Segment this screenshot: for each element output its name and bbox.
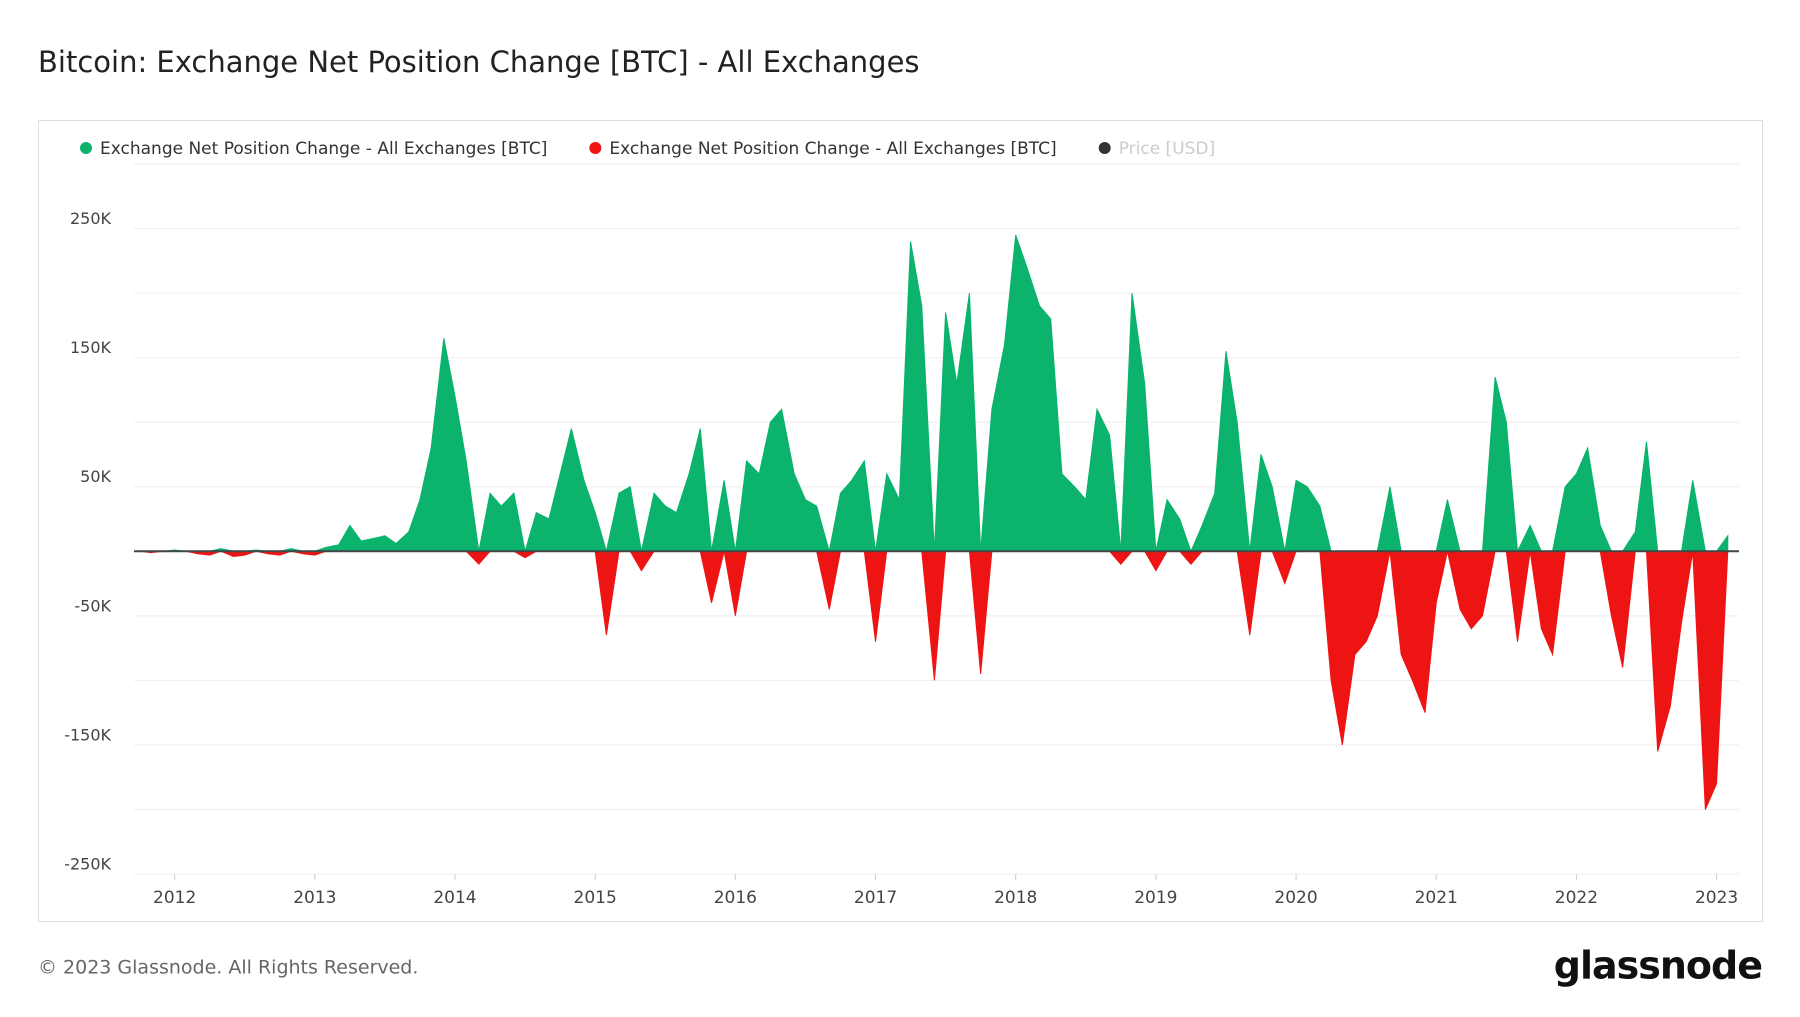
y-tick-label: 150K (70, 338, 112, 357)
y-tick-label: 50K (80, 467, 111, 486)
chart-frame (38, 120, 1763, 922)
legend-dot (80, 142, 92, 154)
x-tick-label: 2014 (433, 888, 476, 908)
x-tick-label: 2023 (1695, 888, 1738, 908)
chart-title: Bitcoin: Exchange Net Position Change [B… (38, 45, 920, 79)
x-tick-label: 2020 (1274, 888, 1317, 908)
x-tick-label: 2012 (153, 888, 196, 908)
x-tick-label: 2021 (1415, 888, 1458, 908)
area (139, 234, 1729, 554)
x-tick-label: 2019 (1134, 888, 1177, 908)
footer: © 2023 Glassnode. All Rights Reserved. (38, 957, 418, 979)
legend-label: Exchange Net Position Change - All Excha… (609, 139, 1056, 159)
legend-dot (1098, 142, 1111, 154)
legend-label: Exchange Net Position Change - All Excha… (100, 139, 547, 159)
x-tick-label: 2015 (574, 888, 617, 908)
x-tick-label: 2016 (714, 888, 757, 908)
legend-label: Price [USD] (1119, 139, 1215, 159)
x-tick-label: 2013 (293, 888, 336, 908)
legend-dot (589, 142, 602, 154)
y-tick-label: -250K (64, 855, 111, 874)
x-tick-label: 2017 (854, 888, 897, 908)
y-tick-label: -150K (64, 725, 111, 744)
x-tick-label: 2022 (1555, 888, 1598, 908)
brand-logo: glassnode (1554, 944, 1762, 988)
y-tick-label: -50K (74, 596, 111, 615)
y-tick-label: 250K (70, 209, 112, 228)
x-tick-label: 2018 (994, 888, 1037, 908)
